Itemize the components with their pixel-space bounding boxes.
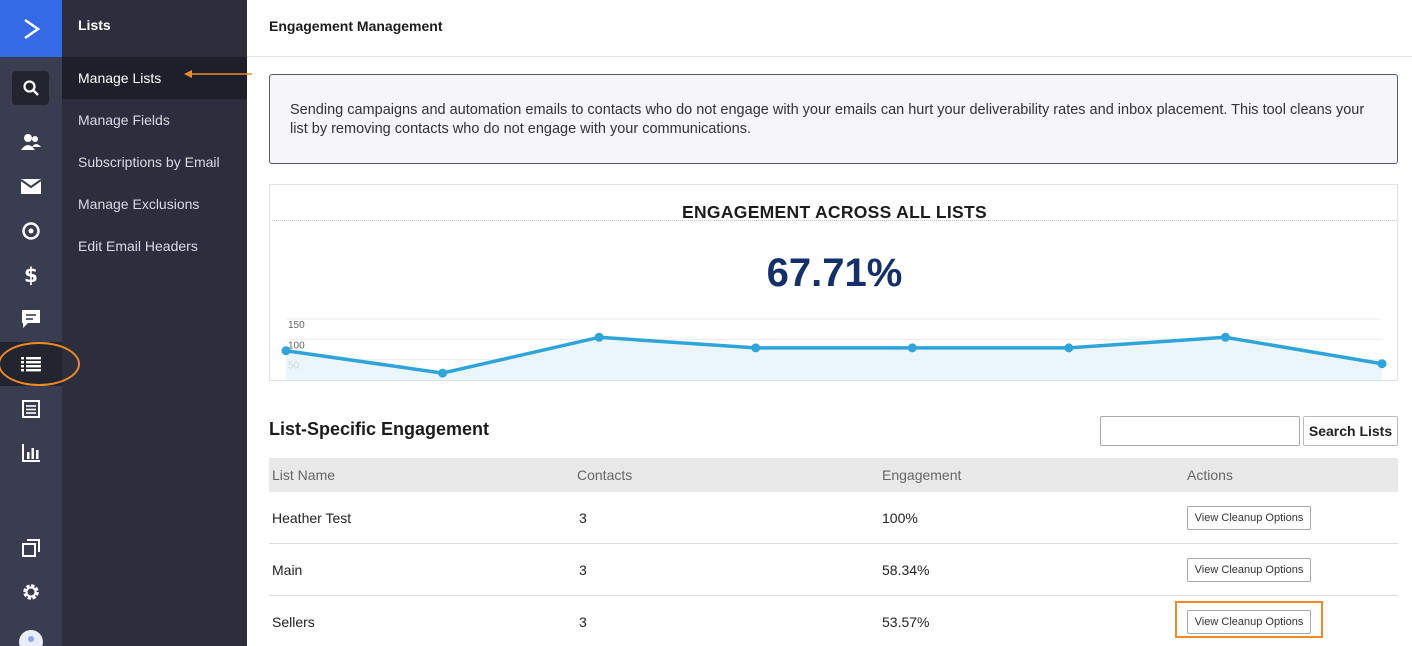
subnav-item-manage-fields[interactable]: Manage Fields [62,99,247,141]
view-cleanup-options-button[interactable]: View Cleanup Options [1187,610,1311,634]
logo-icon[interactable] [0,0,62,57]
chart-point[interactable] [438,368,448,378]
column-header-list-name[interactable]: List Name [272,467,336,483]
subnav-item-label: Subscriptions by Email [78,154,220,170]
top-bar: Engagement Management [247,0,1412,57]
dollar-icon[interactable]: $ [0,253,62,297]
page-title: Engagement Management [269,18,443,34]
search-icon[interactable] [12,71,49,105]
subnav-item-manage-exclusions[interactable]: Manage Exclusions [62,183,247,225]
subnav-item-edit-email-headers[interactable]: Edit Email Headers [62,225,247,267]
view-cleanup-options-button[interactable]: View Cleanup Options [1187,506,1311,530]
highlight-arrow [184,70,252,78]
section-title: List-Specific Engagement [269,419,490,439]
contacts-icon[interactable] [0,120,62,164]
table-row: Heather Test 3 100% View Cleanup Options [269,492,1398,544]
subnav-title: Lists [78,17,111,33]
column-header-actions: Actions [1187,467,1233,483]
engagement-line-chart: 15010050 [281,318,1387,380]
gear-icon[interactable] [0,570,62,614]
y-tick-label: 100 [288,340,305,351]
contacts-cell: 3 [579,562,587,578]
engagement-table: List Name Contacts Engagement Actions He… [269,458,1398,646]
lists-subnav: Lists Manage Lists Manage Fields Subscri… [62,0,247,646]
y-tick-label: 150 [288,320,305,331]
highlight-circle [0,342,80,386]
subnav-item-label: Edit Email Headers [78,238,198,254]
chart-series-line [285,335,1383,375]
subnav-item-label: Manage Fields [78,112,170,128]
engagement-cell: 100% [882,510,918,526]
chart-point[interactable] [1377,359,1387,369]
chart-point[interactable] [751,343,761,353]
engagement-cell: 58.34% [882,562,930,578]
list-name-cell: Heather Test [272,510,352,526]
chart-point[interactable] [907,343,917,353]
list-name-cell: Sellers [272,614,315,630]
chart-point[interactable] [1064,343,1074,353]
column-header-contacts[interactable]: Contacts [577,467,633,483]
contacts-cell: 3 [579,614,587,630]
subnav-item-manage-lists[interactable]: Manage Lists [62,57,247,99]
chart-area [286,337,1382,380]
contacts-cell: 3 [579,510,587,526]
list-name-cell: Main [272,562,303,578]
chart-divider [272,220,1397,221]
chart-title: ENGAGEMENT ACROSS ALL LISTS [682,202,987,222]
search-lists-button[interactable]: Search Lists [1303,416,1398,446]
subnav-item-subscriptions-by-email[interactable]: Subscriptions by Email [62,141,247,183]
mail-icon[interactable] [0,164,62,208]
engagement-chart-card: ENGAGEMENT ACROSS ALL LISTS 67.71% 150 10… [269,184,1398,381]
main-content: Engagement Management Sending campaigns … [247,0,1412,646]
table-row: Main 3 58.34% View Cleanup Options [269,544,1398,596]
search-lists-input[interactable] [1100,416,1300,446]
chart-point[interactable] [1220,332,1230,342]
icon-rail: $ [0,0,62,646]
avatar[interactable] [19,630,43,646]
info-text: Sending campaigns and automation emails … [290,102,1365,137]
forms-icon[interactable] [0,387,62,431]
reports-icon[interactable] [0,431,62,475]
view-cleanup-options-button[interactable]: View Cleanup Options [1187,558,1311,582]
engagement-cell: 53.57% [882,614,930,630]
table-header: List Name Contacts Engagement Actions [269,458,1398,492]
column-header-engagement[interactable]: Engagement [882,467,962,483]
info-notice: Sending campaigns and automation emails … [269,74,1398,164]
chart-point[interactable] [281,346,291,356]
pages-icon[interactable] [0,526,62,570]
engagement-percentage: 67.71% [766,251,903,295]
conversations-icon[interactable] [0,297,62,341]
svg-text:$: $ [24,264,38,286]
automation-icon[interactable] [0,209,62,253]
subnav-item-label: Manage Lists [78,70,162,86]
table-row: Sellers 3 53.57% View Cleanup Options [269,596,1398,646]
subnav-item-label: Manage Exclusions [78,196,200,212]
chart-point[interactable] [594,332,604,342]
highlight-box [1175,601,1323,638]
